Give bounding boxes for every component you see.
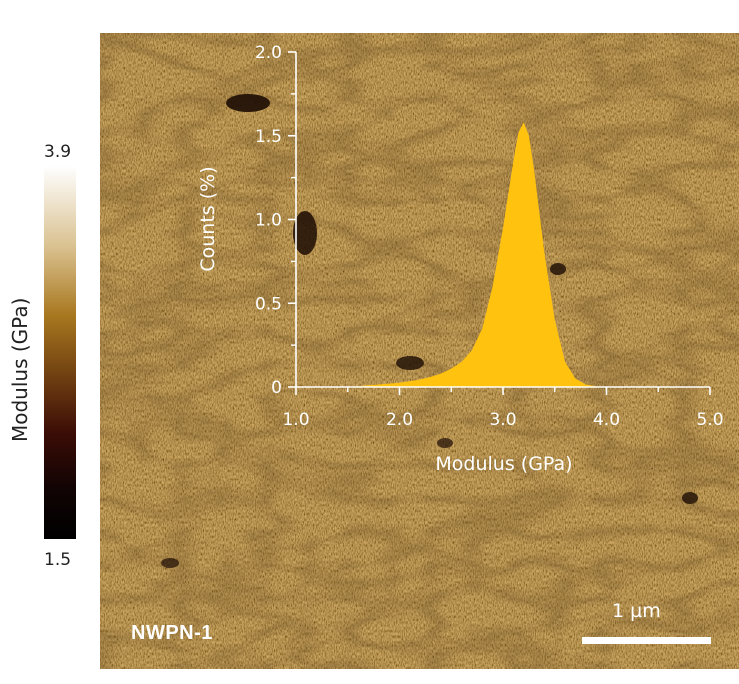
colorbar-min-label: 1.5 [44,550,72,570]
modulus-colorbar [44,166,76,539]
scale-bar-label: 1 µm [612,600,661,622]
colorbar-title: Modulus (GPa) [8,297,32,442]
scale-bar [582,637,711,644]
afm-modulus-map [100,33,739,669]
colorbar-max-label: 3.9 [44,142,72,162]
sample-label: NWPN-1 [131,622,213,644]
